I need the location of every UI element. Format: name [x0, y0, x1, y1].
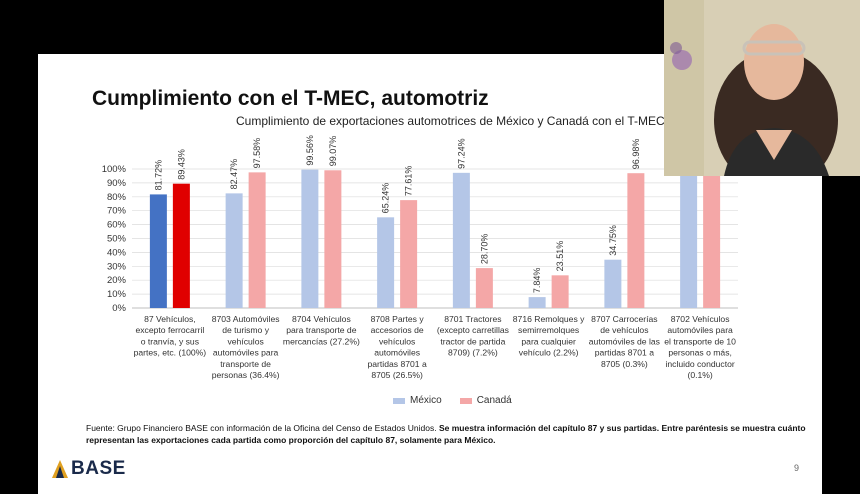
data-label: 77.61% [404, 166, 414, 197]
x-tick-label: excepto ferrocarril [135, 325, 204, 335]
y-tick-label: 50% [107, 234, 127, 245]
legend-item-canada: Canadá [459, 395, 512, 406]
y-tick-label: 40% [107, 247, 127, 258]
presenter-video-image [664, 0, 860, 176]
bar-canada [400, 200, 418, 308]
x-tick-label: partidas 8701 a [595, 348, 654, 358]
x-tick-label: para cualquier [521, 336, 576, 346]
x-tick-label: mercancías (27.2%) [283, 336, 360, 346]
legend-label-canada: Canadá [476, 395, 512, 406]
data-label: 7.84% [532, 268, 542, 294]
webcam-video-feed [664, 0, 860, 176]
x-tick-label: 8704 Vehículos [292, 314, 351, 324]
x-tick-label: tractor de partida [440, 336, 505, 346]
bar-mexico [301, 169, 319, 308]
page-number: 9 [794, 463, 800, 473]
x-tick-label: 8702 Vehículos [671, 314, 730, 324]
bar-mexico [680, 172, 698, 308]
y-tick-label: 80% [107, 192, 127, 203]
y-tick-label: 0% [112, 303, 126, 314]
bar-canada [324, 170, 342, 308]
data-label: 97.24% [456, 138, 466, 169]
source-plain-text: Fuente: Grupo Financiero BASE con inform… [86, 423, 437, 433]
bar-mexico [528, 297, 546, 308]
x-tick-label: vehículos [227, 336, 263, 346]
data-label: 65.24% [381, 183, 391, 214]
y-tick-label: 20% [107, 275, 127, 286]
bar-canada [248, 172, 266, 308]
x-tick-label: 8709) (7.2%) [448, 348, 498, 358]
x-tick-label: 8705 (0.3%) [601, 359, 648, 369]
data-label: 89.43% [176, 149, 186, 180]
x-tick-label: personas (36.4%) [212, 370, 280, 380]
y-tick-label: 30% [107, 261, 127, 272]
x-tick-label: incluido conductor [665, 359, 734, 369]
bar-canada [475, 268, 493, 308]
x-tick-label: (0.1%) [687, 370, 712, 380]
x-tick-label: 8707 Carrocerías [591, 314, 657, 324]
x-tick-label: 8703 Automóviles [212, 314, 280, 324]
x-tick-label: automóviles de las [589, 336, 660, 346]
x-tick-label: 8708 Partes y [371, 314, 425, 324]
data-label: 81.72% [153, 160, 163, 191]
data-label: 99.07% [328, 136, 338, 167]
bar-canada [627, 173, 645, 308]
x-tick-label: transporte de [220, 359, 271, 369]
data-label: 82.47% [229, 159, 239, 190]
x-tick-label: vehículos [379, 336, 415, 346]
bar-mexico [604, 259, 622, 308]
x-tick-label: semirremolques [518, 325, 579, 335]
data-label: 23.51% [555, 241, 565, 272]
y-tick-label: 70% [107, 206, 127, 217]
x-tick-label: o tranvía, y sus [141, 336, 199, 346]
bar-mexico [225, 193, 243, 308]
bar-canada [703, 175, 721, 308]
data-label: 97.58% [252, 138, 262, 169]
bar-mexico [377, 217, 395, 308]
y-tick-label: 90% [107, 178, 127, 189]
legend-swatch-canada [459, 397, 472, 404]
x-tick-label: 8701 Tractores [444, 314, 501, 324]
x-tick-label: para transporte de [286, 325, 356, 335]
x-tick-label: personas o más, [668, 348, 732, 358]
x-tick-label: de vehículos [600, 325, 648, 335]
slide-title: Cumplimiento con el T-MEC, automotriz [92, 87, 489, 110]
brand-logo: BASE [52, 458, 126, 480]
source-note: Fuente: Grupo Financiero BASE con inform… [86, 422, 806, 446]
chart-legend: México Canadá [393, 395, 512, 406]
source-bold-text: Se muestra información del capítulo 87 y… [86, 423, 806, 445]
legend-label-mexico: México [410, 395, 442, 406]
data-label: 96.98% [631, 139, 641, 170]
x-tick-label: partes, etc. (100%) [134, 348, 207, 358]
x-tick-label: (excepto carretillas [437, 325, 509, 335]
bar-canada [551, 275, 569, 308]
data-label: 34.75% [608, 225, 618, 256]
bar-mexico [452, 172, 470, 308]
y-tick-label: 10% [107, 289, 127, 300]
y-tick-label: 60% [107, 220, 127, 231]
data-label: 99.56% [305, 135, 315, 166]
x-tick-label: de turismo y [222, 325, 270, 335]
legend-swatch-mexico [393, 397, 405, 404]
x-tick-label: 8716 Remolques y [513, 314, 585, 324]
bar-mexico [149, 194, 167, 308]
x-tick-label: 87 Vehículos, [144, 314, 196, 324]
x-tick-label: vehículo (2.2%) [519, 348, 579, 358]
base-logo-icon [52, 460, 68, 478]
y-tick-label: 100% [102, 164, 127, 175]
brand-name: BASE [71, 458, 126, 479]
data-label: 28.70% [479, 234, 489, 265]
bar-canada [172, 183, 190, 308]
x-tick-label: 8705 (26.5%) [371, 370, 423, 380]
x-tick-label: automóviles para [667, 325, 733, 335]
x-tick-label: accesorios de [371, 325, 424, 335]
x-tick-label: el transporte de 10 [664, 336, 736, 346]
legend-item-mexico: México [393, 395, 442, 406]
chart-title: Cumplimiento de exportaciones automotric… [236, 114, 665, 128]
x-tick-label: partidas 8701 a [368, 359, 427, 369]
bar-chart: 0% 10% 20% 30% 40% 50% 60% 70% 80% 90% 100% 81.72% 8… [102, 135, 738, 380]
x-tick-label: automóviles [374, 348, 420, 358]
x-tick-label: automóviles para [213, 348, 279, 358]
